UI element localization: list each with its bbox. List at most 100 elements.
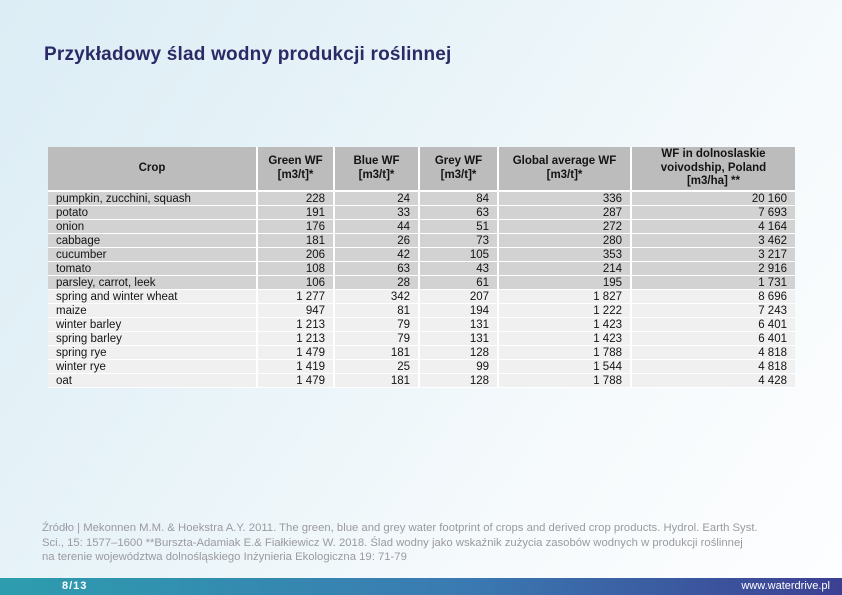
- value-cell: 272: [499, 220, 632, 234]
- crop-name-cell: pumpkin, zucchini, squash: [48, 192, 258, 206]
- value-cell: 99: [420, 360, 499, 374]
- crop-name-cell: tomato: [48, 262, 258, 276]
- crop-name-cell: potato: [48, 206, 258, 220]
- value-cell: 194: [420, 304, 499, 318]
- value-cell: 1 423: [499, 332, 632, 346]
- value-cell: 73: [420, 234, 499, 248]
- value-cell: 33: [335, 206, 420, 220]
- value-cell: 20 160: [632, 192, 795, 206]
- value-cell: 1 213: [258, 332, 335, 346]
- value-cell: 51: [420, 220, 499, 234]
- value-cell: 25: [335, 360, 420, 374]
- table-row: spring barley 1 213 79 131 1 423 6 401: [48, 332, 795, 346]
- value-cell: 1 788: [499, 374, 632, 388]
- crop-table-body: pumpkin, zucchini, squash 228 24 84 336 20 16…: [48, 192, 795, 388]
- table-row: winter barley 1 213 79 131 1 423 6 401: [48, 318, 795, 332]
- value-cell: 84: [420, 192, 499, 206]
- value-cell: 7 693: [632, 206, 795, 220]
- value-cell: 181: [335, 346, 420, 360]
- crop-name-cell: winter rye: [48, 360, 258, 374]
- column-header-grey-wf: Grey WF [m3/t]*: [420, 147, 499, 192]
- value-cell: 336: [499, 192, 632, 206]
- column-header-crop: Crop: [48, 147, 258, 192]
- value-cell: 181: [335, 374, 420, 388]
- value-cell: 176: [258, 220, 335, 234]
- value-cell: 108: [258, 262, 335, 276]
- value-cell: 128: [420, 374, 499, 388]
- value-cell: 4 428: [632, 374, 795, 388]
- table-row: cabbage 181 26 73 280 3 462: [48, 234, 795, 248]
- source-line: Sci., 15: 1577–1600 **Burszta-Adamiak E.…: [42, 536, 743, 549]
- table-row: maize 947 81 194 1 222 7 243: [48, 304, 795, 318]
- crop-name-cell: spring and winter wheat: [48, 290, 258, 304]
- value-cell: 105: [420, 248, 499, 262]
- column-header-global-average-wf: Global average WF [m3/t]*: [499, 147, 632, 192]
- table-header-row: Crop Green WF [m3/t]* Blue WF [m3/t]* Gr…: [48, 147, 795, 192]
- value-cell: 1 479: [258, 374, 335, 388]
- value-cell: 42: [335, 248, 420, 262]
- table-row: spring and winter wheat 1 277 342 207 1 827 8…: [48, 290, 795, 304]
- value-cell: 353: [499, 248, 632, 262]
- value-cell: 195: [499, 276, 632, 290]
- table-row: tomato 108 63 43 214 2 916: [48, 262, 795, 276]
- crop-name-cell: cabbage: [48, 234, 258, 248]
- value-cell: 28: [335, 276, 420, 290]
- value-cell: 44: [335, 220, 420, 234]
- table-row: winter rye 1 419 25 99 1 544 4 818: [48, 360, 795, 374]
- website-url: www.waterdrive.pl: [741, 580, 830, 592]
- crop-name-cell: maize: [48, 304, 258, 318]
- value-cell: 63: [335, 262, 420, 276]
- table-row: pumpkin, zucchini, squash 228 24 84 336 20 16…: [48, 192, 795, 206]
- crop-name-cell: cucumber: [48, 248, 258, 262]
- value-cell: 7 243: [632, 304, 795, 318]
- table-row: parsley, carrot, leek 106 28 61 195 1 731: [48, 276, 795, 290]
- value-cell: 1 213: [258, 318, 335, 332]
- crop-name-cell: oat: [48, 374, 258, 388]
- value-cell: 8 696: [632, 290, 795, 304]
- value-cell: 947: [258, 304, 335, 318]
- value-cell: 1 277: [258, 290, 335, 304]
- value-cell: 131: [420, 318, 499, 332]
- crop-name-cell: winter barley: [48, 318, 258, 332]
- table-row: potato 191 33 63 287 7 693: [48, 206, 795, 220]
- value-cell: 26: [335, 234, 420, 248]
- value-cell: 3 217: [632, 248, 795, 262]
- value-cell: 61: [420, 276, 499, 290]
- value-cell: 6 401: [632, 318, 795, 332]
- value-cell: 1 479: [258, 346, 335, 360]
- value-cell: 128: [420, 346, 499, 360]
- value-cell: 1 827: [499, 290, 632, 304]
- value-cell: 1 222: [499, 304, 632, 318]
- value-cell: 6 401: [632, 332, 795, 346]
- value-cell: 43: [420, 262, 499, 276]
- value-cell: 214: [499, 262, 632, 276]
- crop-name-cell: spring barley: [48, 332, 258, 346]
- source-line: na terenie województwa dolnośląskiego In…: [42, 551, 407, 564]
- source-citation: Źródło | Mekonnen M.M. & Hoekstra A.Y. 2…: [42, 521, 812, 565]
- value-cell: 1 423: [499, 318, 632, 332]
- value-cell: 1 731: [632, 276, 795, 290]
- crop-name-cell: spring rye: [48, 346, 258, 360]
- crop-name-cell: parsley, carrot, leek: [48, 276, 258, 290]
- value-cell: 4 818: [632, 360, 795, 374]
- value-cell: 3 462: [632, 234, 795, 248]
- value-cell: 191: [258, 206, 335, 220]
- value-cell: 131: [420, 332, 499, 346]
- value-cell: 2 916: [632, 262, 795, 276]
- value-cell: 1 544: [499, 360, 632, 374]
- value-cell: 228: [258, 192, 335, 206]
- value-cell: 280: [499, 234, 632, 248]
- value-cell: 24: [335, 192, 420, 206]
- footer-gradient-bar: 8/13 www.waterdrive.pl: [0, 578, 842, 595]
- column-header-blue-wf: Blue WF [m3/t]*: [335, 147, 420, 192]
- value-cell: 4 164: [632, 220, 795, 234]
- value-cell: 1 788: [499, 346, 632, 360]
- value-cell: 1 419: [258, 360, 335, 374]
- table-row: spring rye 1 479 181 128 1 788 4 818: [48, 346, 795, 360]
- column-header-regional-wf: WF in dolnoslaskie voivodship, Poland [m…: [632, 147, 795, 192]
- value-cell: 4 818: [632, 346, 795, 360]
- crop-name-cell: onion: [48, 220, 258, 234]
- table-row: onion 176 44 51 272 4 164: [48, 220, 795, 234]
- value-cell: 207: [420, 290, 499, 304]
- value-cell: 342: [335, 290, 420, 304]
